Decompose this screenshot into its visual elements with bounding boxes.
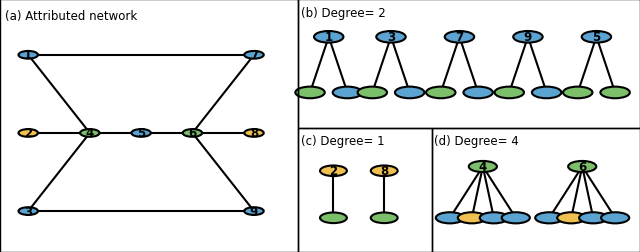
Circle shape [458, 212, 486, 224]
Circle shape [463, 87, 493, 99]
Text: 3: 3 [24, 205, 32, 218]
Text: 2: 2 [330, 165, 337, 178]
Circle shape [468, 161, 497, 172]
Text: 9: 9 [524, 31, 532, 44]
Circle shape [244, 52, 264, 59]
Text: 7: 7 [456, 31, 463, 44]
Circle shape [395, 87, 424, 99]
Circle shape [557, 212, 586, 224]
Circle shape [563, 87, 593, 99]
Circle shape [19, 130, 38, 137]
Circle shape [445, 32, 474, 43]
Text: 4: 4 [479, 160, 487, 173]
Circle shape [532, 87, 561, 99]
Circle shape [244, 130, 264, 137]
Text: 6: 6 [188, 127, 196, 140]
Circle shape [495, 87, 524, 99]
Text: 1: 1 [24, 49, 32, 62]
Text: (c) Degree= 1: (c) Degree= 1 [301, 135, 384, 148]
Text: (d) Degree= 4: (d) Degree= 4 [435, 135, 519, 148]
Circle shape [19, 207, 38, 215]
Text: (b) Degree= 2: (b) Degree= 2 [301, 7, 385, 20]
Text: (a) Attributed network: (a) Attributed network [5, 10, 138, 23]
Circle shape [513, 32, 543, 43]
Text: 9: 9 [250, 205, 258, 218]
Bar [432, 129, 640, 252]
Circle shape [426, 87, 456, 99]
Circle shape [600, 87, 630, 99]
Circle shape [320, 166, 347, 176]
Circle shape [314, 32, 344, 43]
Circle shape [579, 212, 607, 224]
Text: 7: 7 [250, 49, 258, 62]
Circle shape [19, 52, 38, 59]
Circle shape [333, 87, 362, 99]
Circle shape [582, 32, 611, 43]
Circle shape [182, 130, 202, 137]
Circle shape [358, 87, 387, 99]
Text: 5: 5 [592, 31, 600, 44]
Circle shape [80, 130, 100, 137]
Circle shape [480, 212, 508, 224]
Circle shape [376, 32, 406, 43]
Bar [298, 129, 432, 252]
Circle shape [502, 212, 530, 224]
Bar [298, 0, 640, 129]
Text: 5: 5 [137, 127, 145, 140]
Circle shape [371, 166, 397, 176]
Text: 8: 8 [250, 127, 258, 140]
Circle shape [295, 87, 324, 99]
Circle shape [601, 212, 629, 224]
Circle shape [535, 212, 563, 224]
Text: 2: 2 [24, 127, 32, 140]
Text: 6: 6 [578, 160, 586, 173]
Text: 4: 4 [86, 127, 94, 140]
Bar [0, 0, 298, 252]
Circle shape [436, 212, 464, 224]
Circle shape [371, 213, 397, 223]
Text: 8: 8 [380, 165, 388, 178]
Circle shape [320, 213, 347, 223]
Text: 3: 3 [387, 31, 395, 44]
Circle shape [244, 207, 264, 215]
Circle shape [131, 130, 151, 137]
Circle shape [568, 161, 596, 172]
Text: 1: 1 [324, 31, 333, 44]
